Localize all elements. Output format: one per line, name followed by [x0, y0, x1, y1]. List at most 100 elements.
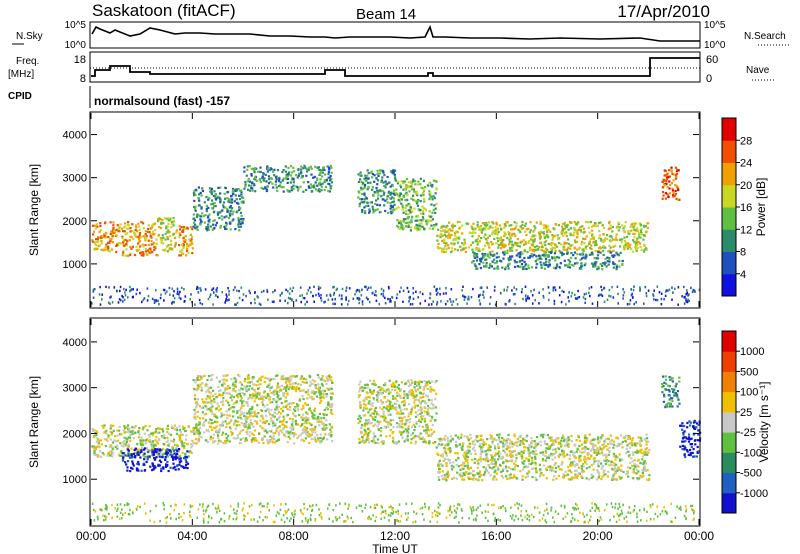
colorbar-swatch-3 — [722, 432, 736, 453]
x-tick-label-0: 00:00 — [76, 529, 106, 543]
y-tick-label-2: 3000 — [63, 383, 87, 395]
y-tick-label-0: 1000 — [63, 259, 87, 271]
scatter-region-3 — [174, 225, 194, 257]
scatter-region-6 — [357, 169, 397, 215]
scatter-region-10 — [661, 166, 681, 201]
colorbar-swatch-5 — [722, 391, 736, 413]
x-tick-label-4: 16:00 — [481, 529, 511, 543]
velocity-panel: 1000 2000 3000 4000 00:00 04:00 08:00 12:00 16:… — [27, 317, 714, 554]
power-colorbar: 4 8 12 16 20 24 28 Power [dB] — [721, 117, 768, 297]
colorbar-tick-5: 24 — [740, 158, 752, 170]
scatter-region-0 — [91, 221, 124, 254]
nsearch-tick-top: 10^5 — [704, 20, 726, 31]
nsky-strip: N.Sky 10^5 10^0 10^5 10^0 N.Search — [12, 20, 790, 51]
colorbar-swatch-4 — [722, 184, 736, 208]
nave-tick-top: 60 — [706, 54, 718, 66]
y-tick-label-2: 3000 — [63, 173, 87, 185]
power-panel: 1000 2000 3000 4000 Slant Range [km] — [27, 111, 701, 309]
nsky-tick-bottom: 10^0 — [65, 40, 87, 51]
colorbar-tick-4: -25 — [740, 427, 756, 439]
nave-tick-bottom: 0 — [706, 73, 712, 85]
nsearch-tick-bottom: 10^0 — [704, 40, 726, 51]
colorbar-tick-7: -1000 — [740, 488, 768, 500]
scatter-region-8 — [436, 220, 650, 254]
x-tick-label-2: 08:00 — [279, 529, 309, 543]
ground-scatter — [91, 285, 701, 306]
x-tick-label-6: 00:00 — [684, 529, 714, 543]
power-colorbar-label: Power [dB] — [754, 178, 768, 237]
colorbar-tick-0: 4 — [740, 269, 746, 281]
x-tick-label-1: 04:00 — [177, 529, 207, 543]
colorbar-tick-0: 1000 — [740, 346, 764, 358]
scatter-region-3 — [357, 378, 438, 445]
colorbar-tick-3: 16 — [740, 202, 752, 214]
colorbar-swatch-1 — [722, 472, 736, 494]
y-tick-label-3: 4000 — [63, 130, 87, 142]
scatter-region-4 — [192, 186, 245, 232]
x-tick-label-3: 12:00 — [380, 529, 410, 543]
beam-title: Beam 14 — [356, 6, 416, 23]
cpid-label: CPID — [8, 91, 32, 102]
scatter-region-1 — [121, 447, 190, 473]
freq-tick-bottom: 8 — [80, 73, 86, 85]
freq-label: Freq. — [16, 56, 39, 67]
y-tick-label-0: 1000 — [63, 474, 87, 486]
colorbar-swatch-0 — [722, 492, 736, 514]
colorbar-tick-6: 28 — [740, 135, 752, 147]
colorbar-swatch-7 — [722, 351, 736, 372]
scatter-region-5 — [661, 375, 681, 409]
colorbar-tick-4: 20 — [740, 180, 752, 192]
colorbar-swatch-2 — [722, 452, 736, 474]
scatter-region-5 — [243, 164, 334, 193]
freq-tick-top: 18 — [74, 54, 86, 66]
colorbar-tick-2: 100 — [740, 387, 758, 399]
velocity-x-axis: 00:00 04:00 08:00 12:00 16:00 20:00 00:00 — [76, 529, 714, 543]
colorbar-swatch-8 — [722, 331, 736, 352]
colorbar-tick-1: 8 — [740, 247, 746, 259]
scatter-region-4 — [435, 433, 651, 482]
colorbar-swatch-6 — [722, 140, 736, 163]
date-title: 17/Apr/2010 — [617, 2, 710, 21]
colorbar-swatch-2 — [722, 229, 736, 252]
scatter-region-1 — [121, 221, 159, 258]
scatter-region-9 — [471, 251, 624, 271]
cpid-value: normalsound (fast) -157 — [94, 94, 230, 108]
colorbar-tick-2: 12 — [740, 224, 752, 236]
colorbar-tick-6: -500 — [740, 468, 762, 480]
nsky-tick-top: 10^5 — [65, 20, 87, 31]
nsearch-label: N.Search — [744, 31, 786, 42]
cpid-row: CPID normalsound (fast) -157 — [8, 86, 230, 108]
colorbar-tick-5: -100 — [740, 447, 762, 459]
x-axis-label: Time UT — [372, 542, 418, 554]
velocity-y-axis: 1000 2000 3000 4000 — [63, 319, 700, 525]
velocity-ylabel: Slant Range [km] — [27, 376, 41, 468]
nsky-label: N.Sky — [16, 31, 43, 42]
nave-label: Nave — [746, 65, 770, 76]
power-y-axis: 1000 2000 3000 4000 — [63, 113, 700, 307]
y-tick-label-3: 4000 — [63, 337, 87, 349]
scatter-region-0 — [91, 424, 194, 459]
colorbar-swatch-4 — [722, 411, 736, 433]
velocity-colorbar-label: Velocity [m s⁻¹] — [757, 381, 771, 462]
colorbar-swatch-1 — [722, 251, 736, 275]
colorbar-swatch-6 — [722, 371, 736, 393]
y-tick-label-1: 2000 — [63, 428, 87, 440]
colorbar-swatch-5 — [722, 162, 736, 186]
scatter-region-2 — [157, 216, 177, 253]
scatter-region-7 — [395, 177, 438, 232]
power-data-layer — [91, 164, 701, 306]
colorbar-swatch-7 — [722, 118, 736, 141]
scatter-region-6 — [679, 419, 702, 459]
scatter-region-2 — [192, 373, 334, 445]
velocity-colorbar: 1000 500 100 25 -25 -100 -500 -1000 Velocity [m… — [721, 330, 771, 514]
colorbar-swatch-0 — [722, 273, 736, 297]
freq-unit: [MHz] — [8, 69, 34, 80]
colorbar-tick-1: 500 — [740, 366, 758, 378]
x-tick-label-5: 20:00 — [583, 529, 613, 543]
y-tick-label-1: 2000 — [63, 216, 87, 228]
velocity-data-layer — [91, 373, 702, 524]
station-title: Saskatoon (fitACF) — [92, 1, 236, 20]
colorbar-swatch-3 — [722, 207, 736, 230]
power-ylabel: Slant Range [km] — [27, 164, 41, 256]
